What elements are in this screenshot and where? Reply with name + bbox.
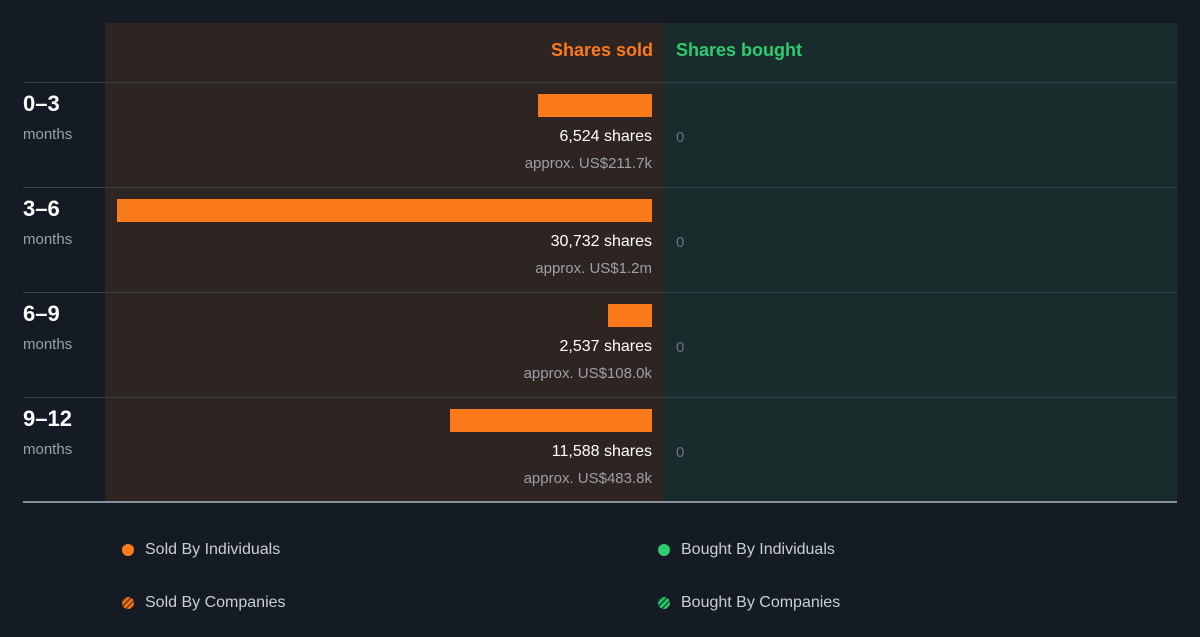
green-striped-dot-icon (658, 597, 670, 609)
legend-label: Bought By Individuals (681, 541, 835, 558)
period-unit: months (23, 126, 73, 143)
period-label: 3–6 (23, 196, 60, 221)
legend-sold-companies[interactable]: Sold By Companies (122, 594, 286, 612)
row-divider (23, 187, 1177, 188)
period-unit: months (23, 336, 73, 353)
bought-value-label: 0 (676, 234, 685, 251)
chart-baseline (23, 501, 1177, 503)
period-label: 6–9 (23, 301, 60, 326)
legend-bought-individuals[interactable]: Bought By Individuals (658, 541, 835, 559)
legend-bought-companies[interactable]: Bought By Companies (658, 594, 840, 612)
sold-value-label: approx. US$1.2m (535, 260, 652, 277)
bought-value-label: 0 (676, 444, 685, 461)
sold-bar[interactable] (608, 304, 652, 327)
sold-bar[interactable] (450, 409, 652, 432)
legend-label: Bought By Companies (681, 594, 841, 611)
bought-value-label: 0 (676, 129, 685, 146)
period-unit: months (23, 231, 73, 248)
sold-shares-label: 30,732 shares (550, 233, 652, 250)
row-divider (23, 292, 1177, 293)
sold-shares-label: 2,537 shares (559, 338, 652, 355)
sold-value-label: approx. US$108.0k (523, 365, 652, 382)
orange-striped-dot-icon (122, 597, 134, 609)
row-divider (23, 82, 1177, 83)
shares-sold-header: Shares sold (550, 40, 653, 60)
legend-sold-individuals[interactable]: Sold By Individuals (122, 541, 280, 559)
legend-label: Sold By Individuals (145, 541, 281, 558)
green-dot-icon (658, 544, 670, 556)
shares-bought-panel (663, 23, 1177, 502)
sold-shares-label: 11,588 shares (551, 443, 652, 460)
row-divider (23, 397, 1177, 398)
sold-shares-label: 6,524 shares (559, 128, 652, 145)
sold-value-label: approx. US$211.7k (524, 155, 652, 172)
orange-dot-icon (122, 544, 134, 556)
shares-bought-header: Shares bought (676, 40, 803, 60)
period-unit: months (23, 441, 73, 458)
sold-bar[interactable] (117, 199, 652, 222)
bought-value-label: 0 (676, 339, 685, 356)
period-label: 0–3 (23, 91, 60, 116)
period-label: 9–12 (23, 406, 72, 431)
legend-label: Sold By Companies (145, 594, 286, 611)
sold-value-label: approx. US$483.8k (523, 470, 652, 487)
sold-bar[interactable] (538, 94, 652, 117)
